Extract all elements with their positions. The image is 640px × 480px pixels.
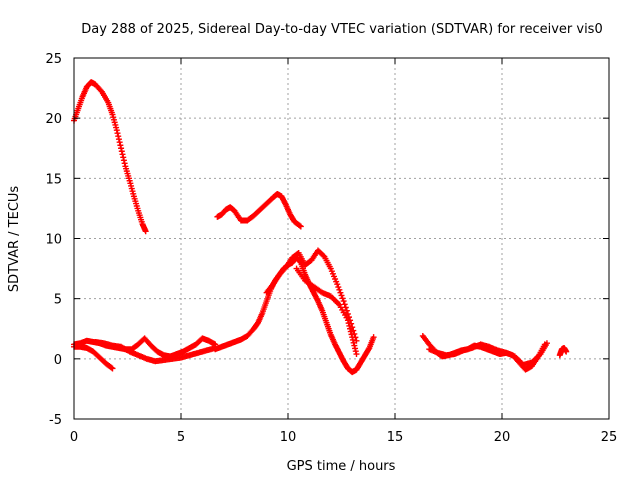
- x-tick-label: 10: [280, 430, 297, 445]
- x-tick-label: 20: [494, 430, 511, 445]
- x-axis-ticks: 0 5 10 15 20 25: [70, 58, 617, 445]
- data-points: [71, 79, 570, 376]
- data-point-markers: [556, 345, 570, 359]
- data-point-markers: [71, 79, 149, 235]
- x-tick-label: 5: [177, 430, 185, 445]
- y-tick-label: 10: [45, 233, 62, 248]
- x-axis-label: GPS time / hours: [287, 459, 396, 474]
- series-arc-main-second: [263, 247, 360, 344]
- y-tick-label: -5: [49, 413, 62, 428]
- series-arc-end: [556, 345, 570, 359]
- series-arc-low-early-c: [92, 338, 219, 365]
- y-axis-ticks: -5 0 5 10 15 20 25: [45, 52, 609, 428]
- chart-title: Day 288 of 2025, Sidereal Day-to-day VTE…: [81, 22, 602, 37]
- y-tick-label: 15: [45, 172, 62, 187]
- data-point-markers: [214, 190, 304, 230]
- y-tick-label: 0: [54, 353, 62, 368]
- series-arc-high-early: [71, 79, 149, 235]
- x-tick-label: 0: [70, 430, 78, 445]
- x-tick-label: 25: [601, 430, 618, 445]
- series-arc-mid-day: [214, 190, 304, 230]
- series-arc-main-rise: [212, 254, 377, 376]
- y-axis-label: SDTVAR / TECUs: [7, 186, 22, 293]
- y-tick-label: 5: [54, 293, 62, 308]
- data-point-markers: [212, 254, 377, 376]
- y-tick-label: 20: [45, 112, 62, 127]
- series-arc-late-b: [426, 340, 550, 368]
- y-tick-label: 25: [45, 52, 62, 67]
- data-point-markers: [426, 340, 550, 368]
- data-point-markers: [263, 247, 360, 344]
- series-arc-main-third: [293, 265, 360, 358]
- data-point-markers: [293, 265, 360, 358]
- data-point-markers: [92, 338, 219, 365]
- x-tick-label: 15: [387, 430, 404, 445]
